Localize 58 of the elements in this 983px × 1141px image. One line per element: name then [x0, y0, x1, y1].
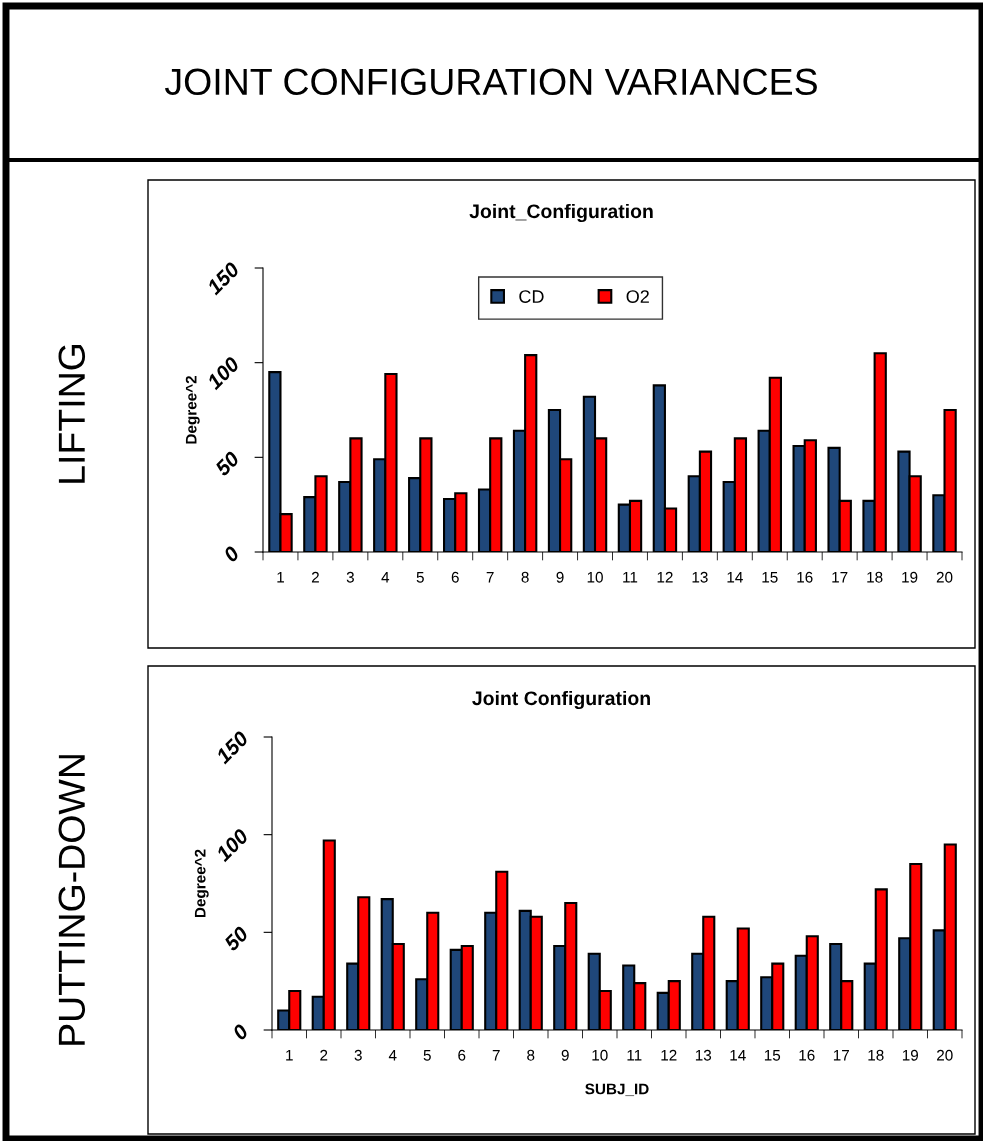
x-tick-label: 5: [423, 1050, 431, 1061]
x-tick-label: 7: [492, 1050, 500, 1061]
y-tick-label: 150: [214, 729, 250, 765]
x-tick-label: 4: [381, 572, 390, 583]
x-tick-label: 5: [416, 572, 424, 583]
y-tick-label: 50: [222, 925, 250, 952]
x-tick-label: 17: [832, 572, 848, 583]
x-tick-label: 10: [592, 1049, 608, 1061]
x-tick-label: 2: [320, 1049, 328, 1061]
x-tick-label: 11: [627, 1050, 642, 1061]
x-tick-label: 16: [799, 1049, 815, 1061]
legend-label: CD: [519, 290, 544, 303]
y-axis-title: Degree^2: [185, 376, 200, 444]
x-tick-label: 6: [458, 1049, 466, 1061]
x-tick-label: 1: [277, 572, 284, 583]
x-tick-label: 18: [867, 571, 883, 583]
y-tick-label: 100: [214, 827, 250, 863]
x-axis-title: SUBJ_ID: [585, 1083, 649, 1097]
text: LIFTING: [58, 344, 86, 483]
x-tick-label: 15: [764, 1050, 781, 1061]
x-tick-label: 3: [354, 1049, 362, 1061]
x-tick-label: 7: [486, 572, 494, 583]
x-tick-label: 8: [521, 571, 529, 583]
x-tick-label: 11: [623, 572, 638, 583]
x-tick-label: 17: [833, 1050, 849, 1061]
x-tick-label: 3: [346, 571, 354, 583]
chart-title: Joint Configuration: [472, 690, 650, 710]
text: JOINT CONFIGURATION VARIANCES: [164, 68, 817, 96]
text: PUTTING-DOWN: [58, 755, 86, 1045]
legend-label: O2: [626, 290, 649, 303]
y-tick-label: 0: [222, 544, 241, 563]
x-tick-label: 16: [797, 571, 813, 583]
x-tick-label: 13: [695, 1049, 712, 1061]
x-tick-label: 19: [902, 1049, 919, 1061]
y-tick-label: 100: [205, 355, 241, 391]
y-tick-label: 0: [231, 1022, 250, 1041]
x-tick-label: 6: [451, 571, 459, 583]
y-tick-label: 50: [213, 450, 241, 477]
x-tick-label: 20: [936, 571, 953, 583]
chart-title: Joint_Configuration: [469, 203, 653, 223]
x-tick-label: 19: [902, 571, 918, 583]
x-tick-label: 14: [727, 572, 743, 583]
x-tick-label: 9: [556, 571, 564, 583]
x-tick-label: 12: [657, 571, 673, 583]
x-tick-label: 10: [587, 571, 603, 583]
x-tick-label: 15: [762, 572, 778, 583]
x-tick-label: 14: [730, 1050, 746, 1061]
x-tick-label: 9: [561, 1049, 569, 1061]
x-tick-label: 13: [692, 571, 708, 583]
y-axis-title: Degree^2: [194, 849, 209, 918]
x-tick-label: 8: [527, 1049, 535, 1061]
x-tick-label: 12: [661, 1049, 677, 1061]
x-tick-label: 1: [286, 1050, 293, 1061]
x-tick-label: 20: [937, 1049, 953, 1061]
x-tick-label: 18: [868, 1049, 884, 1061]
x-tick-label: 4: [388, 1050, 397, 1061]
x-tick-label: 2: [311, 571, 319, 583]
y-tick-label: 150: [205, 260, 241, 296]
